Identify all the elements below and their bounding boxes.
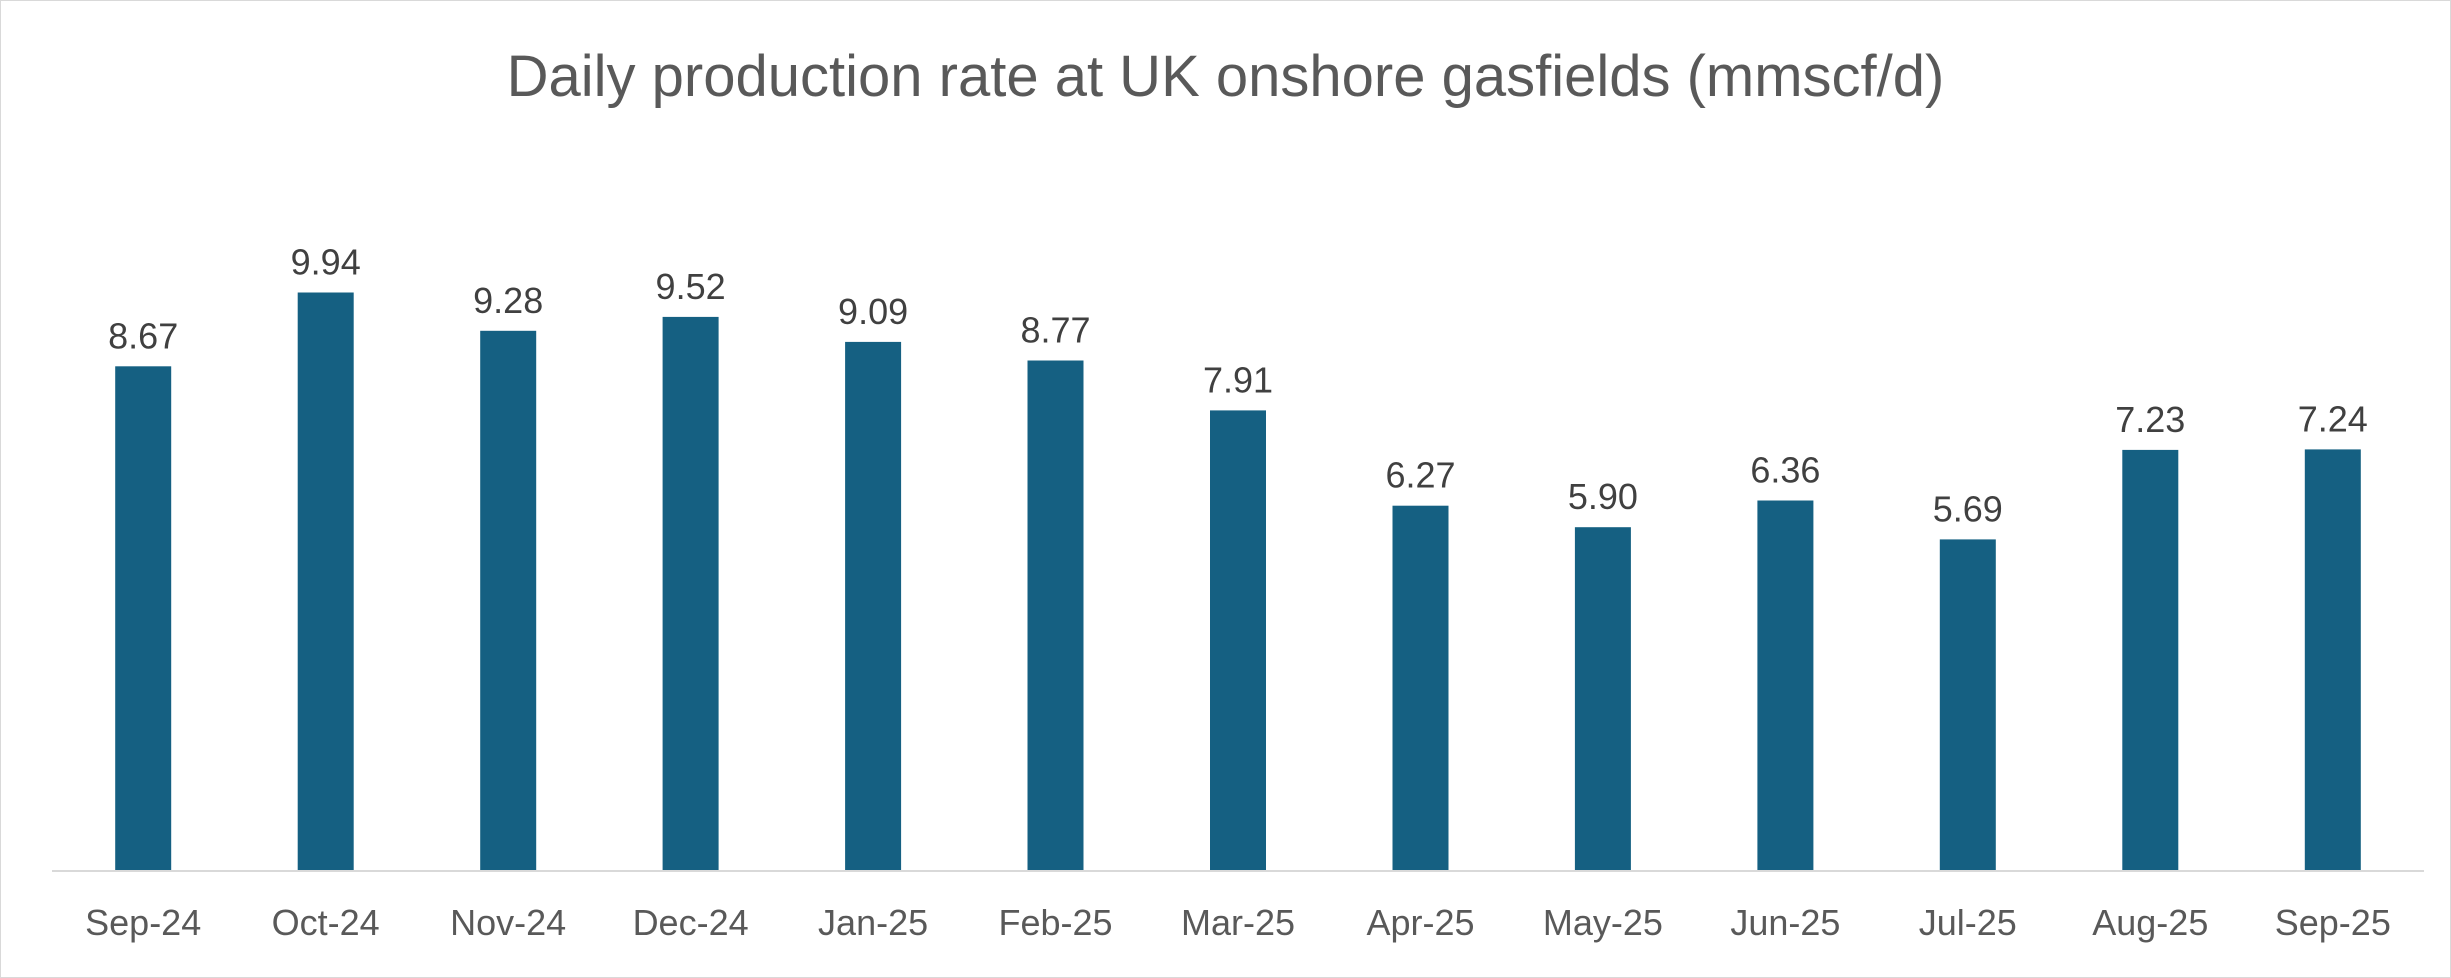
x-tick-label-feb-25: Feb-25 xyxy=(998,902,1112,943)
x-tick-labels-group: Sep-24 Oct-24 Nov-24 Dec-24 Jan-25 Feb-25 Mar-… xyxy=(85,902,2391,943)
bar-oct-24 xyxy=(297,292,354,870)
x-tick-label-sep-24: Sep-24 xyxy=(85,902,201,943)
data-label-jan-25: 9.09 xyxy=(838,291,908,332)
bar-may-25 xyxy=(1574,527,1631,870)
bars-group xyxy=(115,292,2361,870)
x-tick-label-may-25: May-25 xyxy=(1543,902,1663,943)
data-label-apr-25: 6.27 xyxy=(1385,455,1455,496)
x-tick-label-aug-25: Aug-25 xyxy=(2092,902,2208,943)
x-tick-label-oct-24: Oct-24 xyxy=(272,902,380,943)
chart-title: Daily production rate at UK onshore gasf… xyxy=(506,44,1945,109)
data-label-aug-25: 7.23 xyxy=(2115,399,2185,440)
bar-apr-25 xyxy=(1392,505,1449,870)
bar-feb-25 xyxy=(1027,360,1084,870)
bar-jun-25 xyxy=(1757,500,1814,870)
x-tick-label-jun-25: Jun-25 xyxy=(1730,902,1840,943)
data-label-jun-25: 6.36 xyxy=(1750,450,1820,491)
x-tick-label-jan-25: Jan-25 xyxy=(818,902,928,943)
data-label-sep-24: 8.67 xyxy=(108,315,178,356)
data-label-jul-25: 5.69 xyxy=(1933,488,2003,529)
data-label-dec-24: 9.52 xyxy=(656,266,726,307)
x-tick-label-nov-24: Nov-24 xyxy=(450,902,566,943)
data-label-oct-24: 9.94 xyxy=(291,242,361,283)
data-label-feb-25: 8.77 xyxy=(1020,310,1090,351)
bar-jan-25 xyxy=(845,341,902,870)
data-label-may-25: 5.90 xyxy=(1568,476,1638,517)
data-label-mar-25: 7.91 xyxy=(1203,359,1273,400)
x-tick-label-jul-25: Jul-25 xyxy=(1919,902,2017,943)
data-label-nov-24: 9.28 xyxy=(473,280,543,321)
bar-nov-24 xyxy=(480,330,537,870)
data-labels-group: 8.67 9.94 9.28 9.52 9.09 8.77 7.91 6.27 5.90 6.36… xyxy=(108,242,2368,530)
bar-jul-25 xyxy=(1939,539,1996,870)
bar-mar-25 xyxy=(1210,410,1266,870)
x-tick-label-apr-25: Apr-25 xyxy=(1366,902,1474,943)
x-tick-label-mar-25: Mar-25 xyxy=(1181,902,1295,943)
bar-sep-25 xyxy=(2304,449,2361,870)
bar-aug-25 xyxy=(2122,449,2179,870)
bar-sep-24 xyxy=(115,366,172,870)
x-tick-label-dec-24: Dec-24 xyxy=(633,902,749,943)
bar-dec-24 xyxy=(662,316,719,870)
x-tick-label-sep-25: Sep-25 xyxy=(2275,902,2391,943)
data-label-sep-25: 7.24 xyxy=(2298,398,2368,439)
